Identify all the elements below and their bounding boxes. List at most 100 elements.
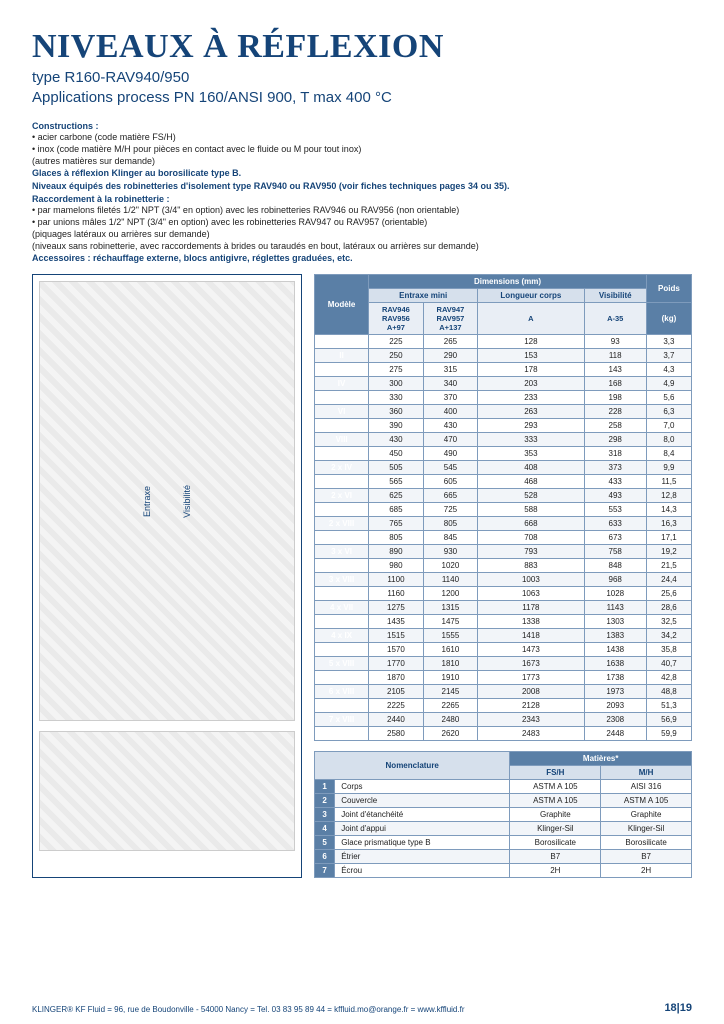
table-cell: 1610 (423, 643, 478, 657)
table-row: 2 x VIII76580566863316,3 (315, 517, 692, 531)
table-cell: 1275 (369, 601, 424, 615)
table-cell: 16,3 (646, 517, 691, 531)
table-cell: 1028 (584, 587, 646, 601)
table-cell: 588 (478, 503, 584, 517)
table-row: 6 x VIII210521452008197348,8 (315, 685, 692, 699)
table-cell: 6 (315, 850, 335, 864)
table-cell: 293 (478, 419, 584, 433)
table-cell: 228 (584, 405, 646, 419)
th-entraxe: Entraxe mini (369, 289, 478, 303)
table-row: 3 x VI89093079375819,2 (315, 545, 692, 559)
th-nomenclature: Nomenclature (315, 752, 510, 780)
table-cell: 168 (584, 377, 646, 391)
diagram-label-entraxe: Entraxe (142, 486, 152, 517)
table-cell: 1773 (478, 671, 584, 685)
table-cell: 400 (423, 405, 478, 419)
table-cell: 1475 (423, 615, 478, 629)
table-cell: 6 x IX (315, 699, 369, 713)
note-2: (piquages latéraux ou arrières sur deman… (32, 228, 692, 240)
bullet-2: • inox (code matière M/H pour pièces en … (32, 143, 692, 155)
table-cell: VIII (315, 433, 369, 447)
raccordement-label: Raccordement à la robinetterie : (32, 194, 692, 204)
table-cell: 2580 (369, 727, 424, 741)
table-cell: 2008 (478, 685, 584, 699)
table-cell: 968 (584, 573, 646, 587)
table-cell: 565 (369, 475, 424, 489)
technical-drawing-main: Entraxe Visibilité (39, 281, 295, 721)
table-cell: 17,1 (646, 531, 691, 545)
table-cell: 1870 (369, 671, 424, 685)
table-row: 5 x VIII177018101673163840,7 (315, 657, 692, 671)
table-cell: 2105 (369, 685, 424, 699)
th-kg: (kg) (646, 303, 691, 335)
table-cell: 5 x VII (315, 643, 369, 657)
table-cell: 1555 (423, 629, 478, 643)
table-cell: 470 (423, 433, 478, 447)
table-cell: 333 (478, 433, 584, 447)
table-cell: 3,7 (646, 349, 691, 363)
table-cell: 198 (584, 391, 646, 405)
table-row: III2753151781434,3 (315, 363, 692, 377)
table-cell: 373 (584, 461, 646, 475)
table-cell: 605 (423, 475, 478, 489)
table-row: 7 x IX258026202483244859,9 (315, 727, 692, 741)
page-number: 18|19 (664, 1002, 692, 1014)
table-cell: 1200 (423, 587, 478, 601)
table-cell: 300 (369, 377, 424, 391)
th-mh: M/H (601, 766, 692, 780)
table-cell: 668 (478, 517, 584, 531)
table-cell: 203 (478, 377, 584, 391)
table-cell: 4,9 (646, 377, 691, 391)
table-cell: 433 (584, 475, 646, 489)
table-cell: 118 (584, 349, 646, 363)
table-cell: 25,6 (646, 587, 691, 601)
table-row: 4Joint d'appuiKlinger-SilKlinger-Sil (315, 822, 692, 836)
subtitle-type: type R160-RAV940/950 (32, 68, 692, 88)
diagram-container: Entraxe Visibilité (32, 274, 302, 878)
table-cell: 2 x IX (315, 531, 369, 545)
page-footer: KLINGER® KF Fluid = 96, rue de Boudonvil… (32, 1002, 692, 1014)
table-cell: 765 (369, 517, 424, 531)
table-cell: 7 x VIII (315, 713, 369, 727)
table-cell: 1638 (584, 657, 646, 671)
table-cell: 1770 (369, 657, 424, 671)
table-cell: B7 (601, 850, 692, 864)
table-cell: II (315, 349, 369, 363)
table-cell: 3,3 (646, 335, 691, 349)
page-title: NIVEAUX À RÉFLEXION (32, 28, 692, 66)
table-cell: 408 (478, 461, 584, 475)
th-sub4: A-35 (584, 303, 646, 335)
table-row: 7Écrou2H2H (315, 864, 692, 878)
th-longueur: Longueur corps (478, 289, 584, 303)
table-cell: 4 (315, 822, 335, 836)
table-cell: Corps (335, 780, 510, 794)
table-cell: 2448 (584, 727, 646, 741)
table-cell: 4 x VIII (315, 615, 369, 629)
note-1: (autres matières sur demande) (32, 155, 692, 167)
table-cell: 2H (510, 864, 601, 878)
table-cell: Graphite (510, 808, 601, 822)
table-cell: Borosilicate (510, 836, 601, 850)
table-cell: V (315, 391, 369, 405)
table-cell: 468 (478, 475, 584, 489)
table-cell: Joint d'appui (335, 822, 510, 836)
table-cell: 390 (369, 419, 424, 433)
table-cell: 2 (315, 794, 335, 808)
table-row: 3 x VIII11001140100396824,4 (315, 573, 692, 587)
table-cell: 32,5 (646, 615, 691, 629)
tables-column: Modèle Dimensions (mm) Poids Entraxe min… (314, 274, 692, 878)
content-row: Entraxe Visibilité Modèle Dimensions (mm… (32, 274, 692, 878)
table-cell: 1438 (584, 643, 646, 657)
bold-line-1: Glaces à réflexion Klinger au borosilica… (32, 167, 692, 179)
table-row: 2 x V56560546843311,5 (315, 475, 692, 489)
th-sub3: A (478, 303, 584, 335)
table-cell: 493 (584, 489, 646, 503)
table-cell: 48,8 (646, 685, 691, 699)
table-cell: 275 (369, 363, 424, 377)
table-cell: 2620 (423, 727, 478, 741)
table-cell: 12,8 (646, 489, 691, 503)
table-cell: 5,6 (646, 391, 691, 405)
table-cell: 178 (478, 363, 584, 377)
table-cell: 225 (369, 335, 424, 349)
table-cell: 1973 (584, 685, 646, 699)
